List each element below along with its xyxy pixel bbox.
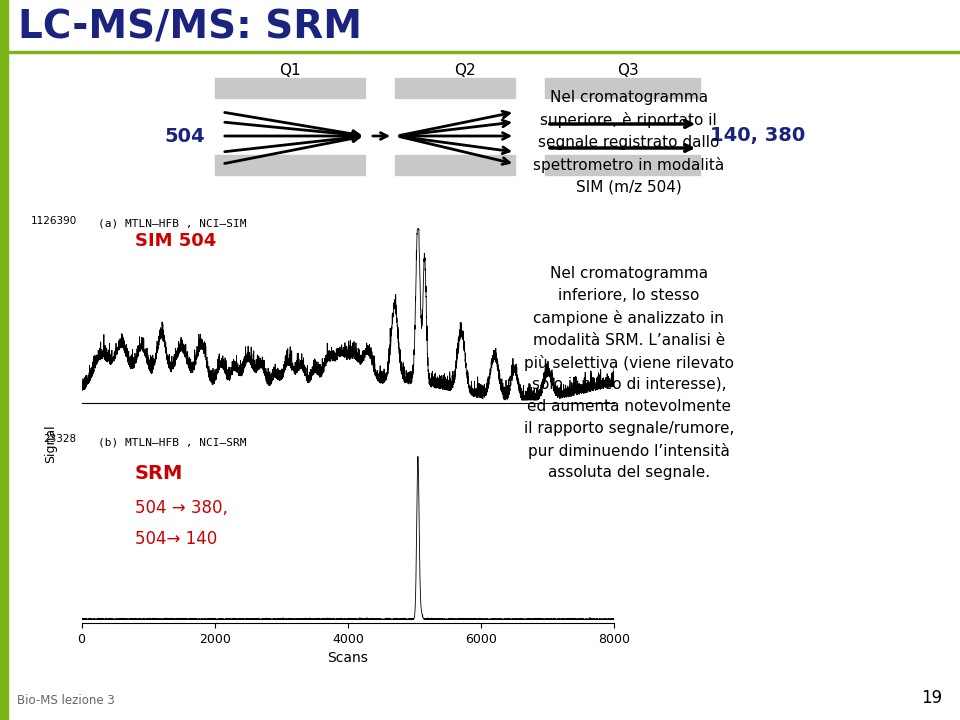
Text: 504 → 380,: 504 → 380, (134, 500, 228, 517)
Text: Nel cromatogramma
superiore, è riportato il
segnale registrato dallo
spettrometr: Nel cromatogramma superiore, è riportato… (533, 90, 725, 194)
Bar (215, 155, 365, 175)
Text: (a) MTLN–HFB , NCI–SIM: (a) MTLN–HFB , NCI–SIM (98, 218, 246, 228)
Text: Signal: Signal (44, 425, 58, 464)
Bar (0, 0, 8, 720)
Text: LC-MS/MS: SRM: LC-MS/MS: SRM (18, 9, 362, 47)
Text: 23328: 23328 (43, 434, 77, 444)
Bar (545, 78, 700, 98)
Text: 140, 380: 140, 380 (710, 127, 805, 145)
Text: Nel cromatogramma
inferiore, lo stesso
campione è analizzato in
modalità SRM. L’: Nel cromatogramma inferiore, lo stesso c… (523, 266, 734, 480)
Bar (395, 155, 515, 175)
X-axis label: Scans: Scans (327, 651, 369, 665)
Bar (395, 78, 515, 98)
Text: (b) MTLN–HFB , NCI–SRM: (b) MTLN–HFB , NCI–SRM (98, 438, 246, 448)
Text: Q1: Q1 (279, 63, 300, 78)
Text: 19: 19 (922, 689, 943, 707)
Text: Bio-MS lezione 3: Bio-MS lezione 3 (17, 694, 115, 707)
Text: 1126390: 1126390 (31, 216, 77, 226)
Text: 504: 504 (164, 127, 205, 145)
Text: 504→ 140: 504→ 140 (134, 530, 217, 548)
Text: SIM 504: SIM 504 (134, 232, 216, 250)
Bar (215, 78, 365, 98)
Text: Q3: Q3 (617, 63, 638, 78)
Text: Q2: Q2 (454, 63, 476, 78)
Bar (545, 155, 700, 175)
Text: SRM: SRM (134, 464, 183, 483)
